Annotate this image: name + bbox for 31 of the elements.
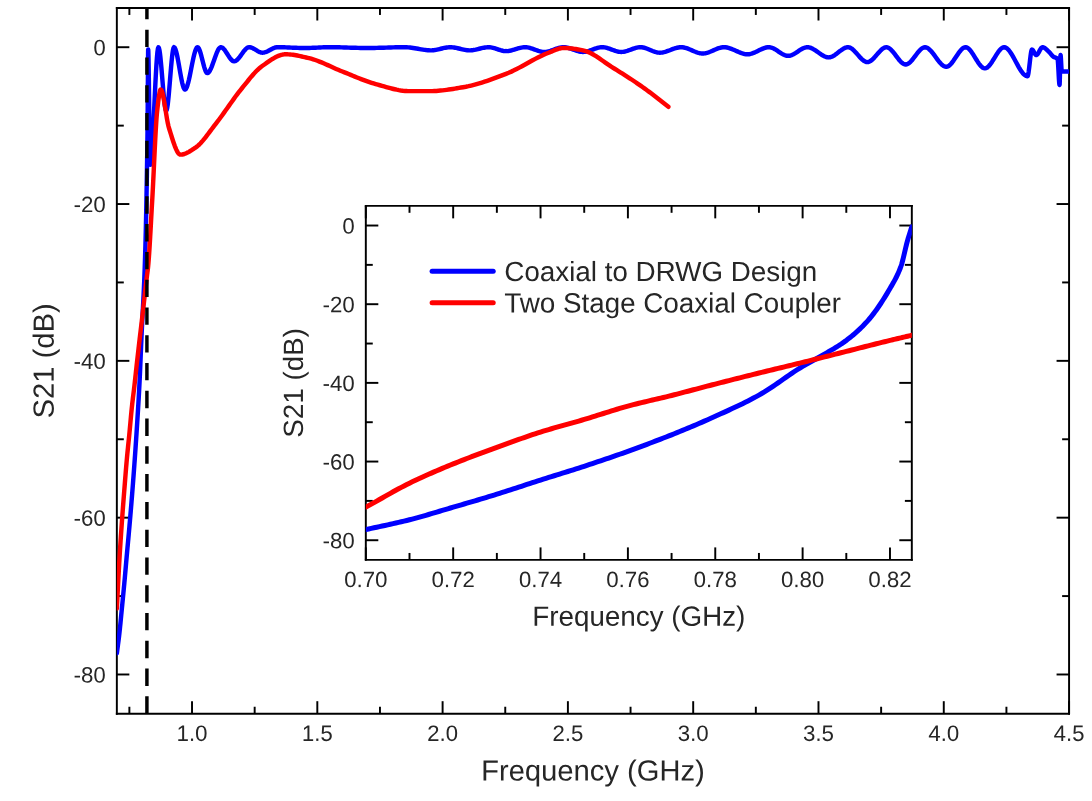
x-tick-label: 0.80 [781, 571, 824, 588]
x-tick-label: 0.78 [694, 571, 736, 588]
x-tick-label: 3.0 [678, 725, 708, 742]
x-tick-label: 0.72 [432, 571, 474, 588]
x-tick-label: 0.82 [869, 571, 911, 588]
x-tick-label: 0.76 [607, 571, 649, 588]
y-tick-label: -60 [74, 510, 105, 526]
x-tick-label: 0.70 [345, 571, 387, 588]
y-tick-label: 0 [343, 218, 354, 234]
x-tick-label: 0.74 [519, 571, 562, 588]
x-axis-title: Frequency (GHz) [534, 605, 744, 632]
y-tick-label: -80 [74, 667, 105, 683]
y-tick-label: -20 [323, 296, 354, 313]
y-tick-label: -80 [323, 532, 354, 549]
y-tick-label: -60 [323, 454, 354, 470]
x-tick-label: 2.0 [428, 725, 458, 742]
x-tick-label: 4.0 [928, 725, 959, 742]
y-tick-label: -40 [74, 353, 105, 370]
y-tick-label: -20 [74, 196, 105, 213]
x-axis-title: Frequency (GHz) [483, 759, 703, 787]
x-tick-label: 1.5 [303, 725, 332, 742]
x-tick-label: 1.0 [178, 725, 207, 742]
y-axis-title: S21 (dB) [282, 329, 309, 437]
x-tick-label: 2.5 [553, 725, 583, 742]
y-tick-label: 0 [94, 39, 105, 56]
x-tick-label: 4.5 [1054, 725, 1084, 742]
y-axis-title: S21 (dB) [32, 305, 60, 418]
y-tick-label: -40 [323, 375, 354, 392]
legend-label: Two Stage Coaxial Coupler [504, 292, 841, 319]
x-tick-label: 3.5 [803, 725, 833, 742]
legend-label: Coaxial to DRWG Design [505, 260, 816, 287]
